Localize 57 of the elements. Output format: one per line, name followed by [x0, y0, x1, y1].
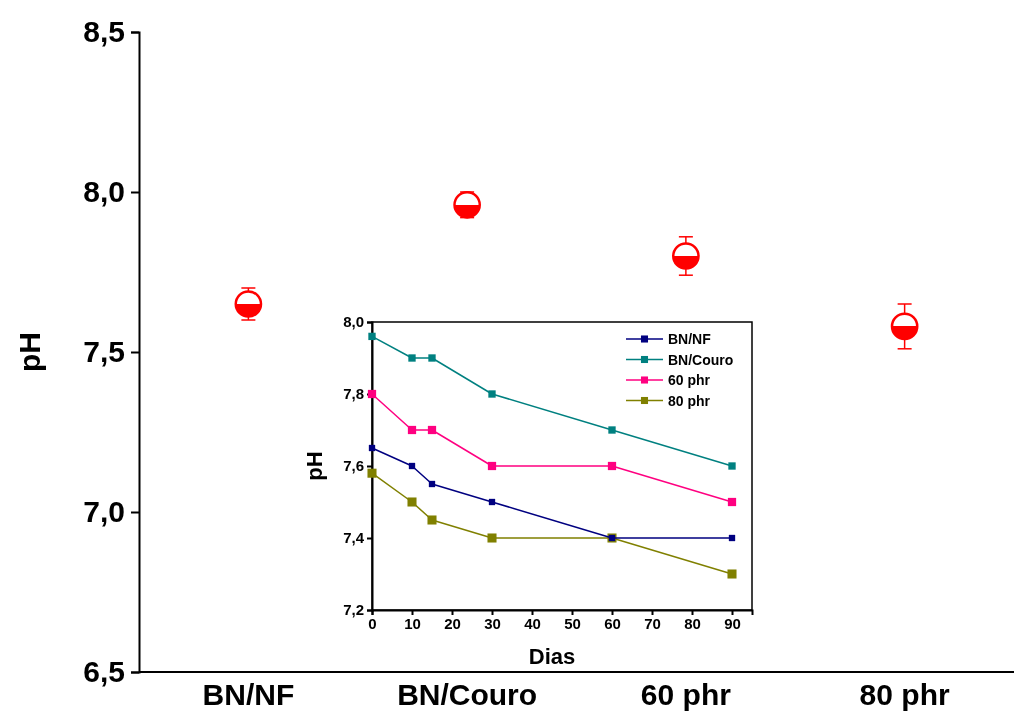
- point: [428, 480, 436, 488]
- x-tick-label: 70: [644, 614, 661, 632]
- x-tick-label: 10: [404, 614, 421, 632]
- x-tick-label: BN/NF: [202, 678, 295, 712]
- y-tick-label: 6,5: [83, 655, 125, 689]
- point: [728, 462, 736, 470]
- point: [488, 390, 496, 398]
- y-tick-label: 7,8: [343, 385, 364, 403]
- point: [408, 462, 416, 470]
- legend-label: BN/NF: [668, 331, 712, 347]
- y-tick-label: 7,4: [343, 529, 365, 547]
- point: [427, 515, 437, 525]
- x-tick-label: 40: [524, 614, 541, 632]
- point: [368, 444, 376, 452]
- x-axis-title: Dias: [528, 644, 576, 669]
- point: [727, 497, 737, 507]
- point: [407, 425, 417, 435]
- point: [453, 190, 481, 219]
- point: [407, 497, 417, 507]
- x-tick-label: 0: [368, 614, 377, 632]
- x-tick-label: 90: [724, 614, 741, 632]
- point: [890, 312, 919, 341]
- y-tick-label: 7,2: [343, 601, 364, 619]
- y-axis-title: pH: [13, 332, 46, 372]
- y-tick-label: 7,6: [343, 457, 364, 475]
- y-tick-label: 8,5: [83, 15, 125, 49]
- point: [427, 425, 437, 435]
- x-tick-label: 60 phr: [640, 678, 732, 712]
- point: [728, 534, 736, 542]
- x-tick-label: 20: [444, 614, 461, 632]
- legend-label: BN/Couro: [668, 351, 734, 368]
- point: [428, 354, 436, 362]
- point: [727, 569, 737, 579]
- y-tick-label: 8,0: [83, 175, 125, 209]
- point: [408, 354, 416, 362]
- point: [234, 290, 263, 318]
- x-tick-label: 30: [484, 614, 501, 632]
- point: [608, 426, 616, 434]
- legend-label: 80 phr: [668, 392, 711, 409]
- y-tick-label: 8,0: [343, 313, 364, 331]
- point: [367, 468, 377, 478]
- x-tick-label: 50: [564, 614, 581, 632]
- point: [487, 533, 497, 543]
- y-tick-label: 7,5: [83, 335, 125, 369]
- y-axis-title: pH: [302, 451, 327, 481]
- x-tick-label: 60: [604, 614, 621, 632]
- point: [607, 461, 617, 471]
- legend-label: 60 phr: [668, 372, 711, 388]
- x-tick-label: BN/Couro: [397, 678, 538, 712]
- point: [368, 332, 376, 341]
- x-tick-label: 80: [684, 614, 701, 632]
- y-tick-label: 7,0: [83, 495, 125, 529]
- point: [487, 461, 497, 471]
- point: [488, 498, 496, 506]
- point: [367, 389, 377, 399]
- point: [672, 242, 700, 270]
- x-tick-label: 80 phr: [859, 678, 950, 712]
